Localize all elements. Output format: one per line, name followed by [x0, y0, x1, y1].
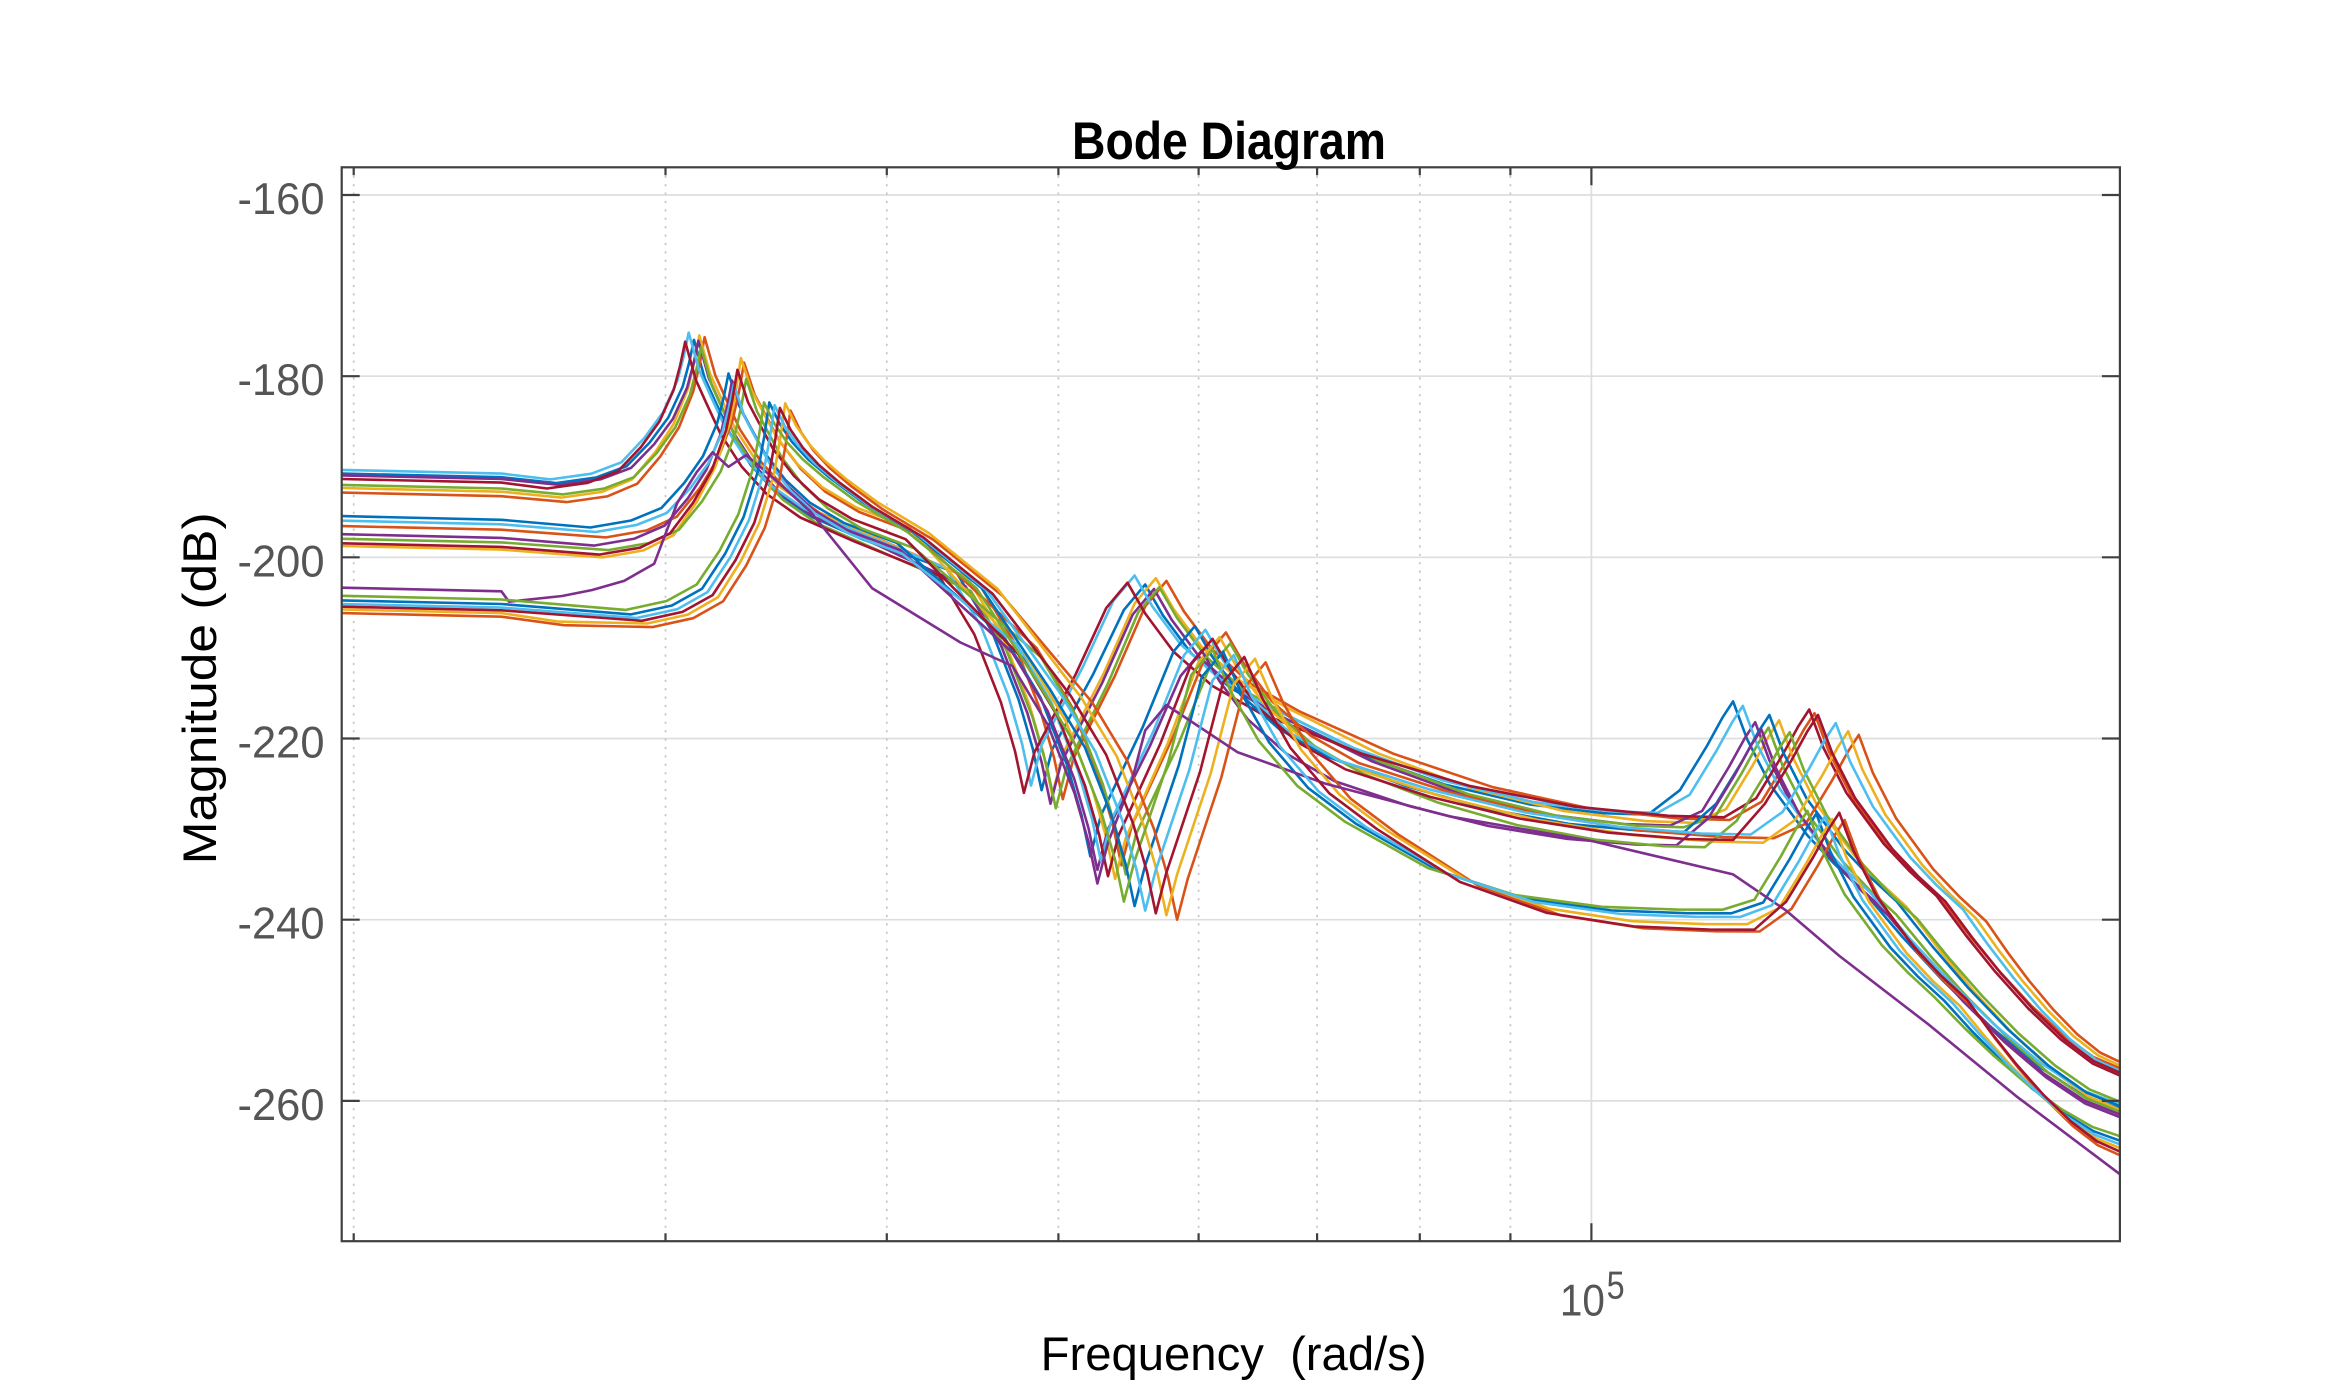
svg-text:-180: -180 [238, 356, 325, 405]
svg-text:-260: -260 [238, 1081, 325, 1130]
svg-text:-200: -200 [238, 537, 325, 586]
svg-text:Frequency (rad/s): Frequency (rad/s) [1041, 1328, 1427, 1381]
svg-text:10: 10 [1560, 1277, 1605, 1326]
svg-text:-240: -240 [238, 900, 325, 949]
svg-text:5: 5 [1607, 1265, 1625, 1308]
svg-text:-220: -220 [238, 719, 325, 768]
svg-text:-160: -160 [238, 175, 325, 224]
svg-text:Bode Diagram: Bode Diagram [1072, 112, 1386, 171]
svg-text:Magnitude (dB): Magnitude (dB) [174, 512, 227, 864]
